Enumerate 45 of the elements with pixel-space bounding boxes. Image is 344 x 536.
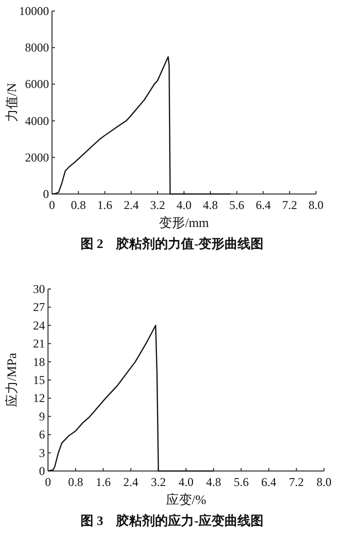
x-tick-label: 5.6 [234, 475, 249, 489]
line-series [47, 324, 214, 472]
x-axis-title: 应变/% [166, 492, 206, 507]
y-tick-label: 9 [39, 409, 45, 424]
x-tick-label: 1.6 [96, 475, 111, 489]
y-tick-label: 12 [33, 391, 45, 406]
y-axis-title: 力值/N [4, 82, 19, 122]
x-tick-label: 6.4 [256, 198, 271, 212]
x-tick-label: 1.6 [97, 198, 112, 212]
x-tick-label: 0.8 [70, 198, 86, 212]
text: 图 2 胶粘剂的力值-变形曲线图 [80, 236, 264, 251]
x-tick-label: 6.4 [261, 475, 276, 489]
text: 图 3 胶粘剂的应力-应变曲线图 [80, 513, 264, 528]
y-tick-label: 24 [33, 318, 45, 332]
x-tick-label: 7.2 [288, 475, 304, 489]
x-tick-label: 3.2 [150, 475, 166, 489]
x-tick-label: 2.4 [124, 198, 139, 212]
y-axis-title: 应力/MPa [4, 352, 19, 408]
y-tick-label: 21 [33, 336, 45, 351]
x-tick-label: 3.2 [150, 198, 166, 212]
line-series [51, 56, 231, 195]
x-tick-label: 4.8 [206, 475, 222, 489]
x-tick-label: 0.8 [68, 475, 84, 489]
x-tick-label: 5.6 [229, 198, 244, 212]
x-tick-label: 4.0 [176, 198, 192, 212]
y-tick-label: 15 [33, 373, 45, 387]
y-tick-label: 0 [43, 187, 49, 201]
y-tick-label: 27 [33, 300, 45, 314]
x-tick-label: 4.0 [178, 475, 194, 489]
x-axis-title: 变形/mm [159, 215, 209, 230]
y-tick-label: 6 [39, 428, 45, 442]
x-tick-label: 8.0 [308, 198, 324, 212]
y-tick-label: 3 [39, 446, 45, 460]
y-tick-label: 8000 [25, 40, 49, 55]
y-tick-label: 0 [39, 464, 45, 478]
y-tick-label: 30 [33, 282, 45, 296]
x-tick-label: 7.2 [282, 198, 298, 212]
y-tick-label: 4000 [25, 114, 49, 128]
x-tick-label: 8.0 [316, 475, 332, 489]
y-tick-label: 18 [33, 354, 45, 369]
y-tick-label: 6000 [25, 77, 49, 92]
y-tick-label: 2000 [25, 150, 49, 164]
x-tick-label: 4.8 [202, 198, 218, 212]
y-tick-label: 10000 [19, 4, 49, 18]
x-tick-label: 2.4 [123, 475, 138, 489]
